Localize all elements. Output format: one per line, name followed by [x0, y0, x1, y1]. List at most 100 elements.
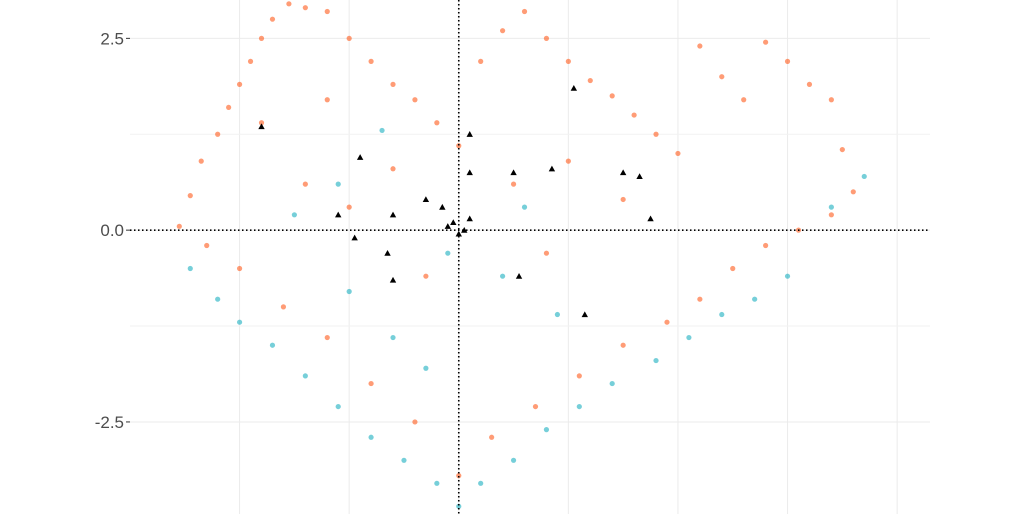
data-point-triangle — [570, 85, 578, 91]
data-point-teal — [719, 311, 725, 318]
data-point-triangle — [439, 203, 446, 210]
data-point-teal — [269, 342, 276, 348]
data-point-teal — [861, 173, 867, 180]
data-point-triangle — [444, 223, 452, 229]
data-point-orange — [741, 97, 747, 103]
data-point-triangle — [548, 165, 556, 172]
data-point-orange — [302, 5, 308, 11]
data-point-orange — [828, 212, 834, 218]
data-point-teal — [456, 503, 462, 509]
data-point-orange — [215, 131, 221, 137]
data-point-teal — [609, 380, 615, 387]
data-point-orange — [543, 250, 550, 256]
data-point-orange — [664, 319, 670, 325]
data-point-triangle — [466, 215, 473, 222]
data-point-orange — [423, 273, 429, 279]
data-point-orange — [806, 81, 813, 87]
data-point-triangle — [389, 211, 397, 218]
data-point-orange — [565, 158, 571, 164]
data-point-orange — [500, 28, 506, 34]
data-point-orange — [286, 1, 292, 7]
data-point-orange — [456, 473, 462, 479]
data-point-orange — [434, 120, 440, 126]
data-point-orange — [226, 104, 232, 111]
data-point-triangle — [466, 131, 473, 137]
data-point-teal — [510, 457, 517, 463]
data-point-orange — [576, 373, 582, 379]
reference-lines — [130, 0, 930, 514]
data-point-triangle — [389, 276, 397, 283]
data-point-teal — [576, 403, 582, 410]
data-point-triangle — [351, 234, 358, 241]
data-point-orange — [532, 403, 539, 410]
data-point-teal — [187, 265, 193, 272]
data-point-triangle — [647, 215, 654, 222]
data-point-orange — [368, 58, 374, 64]
data-point-teal — [543, 427, 550, 433]
data-point-orange — [204, 242, 210, 249]
y-tick-label: 2.5 — [100, 29, 124, 48]
data-point-orange — [631, 112, 637, 118]
data-point-orange — [828, 97, 834, 103]
point-layer — [176, 1, 867, 509]
data-point-orange — [324, 97, 330, 103]
data-point-orange — [390, 166, 396, 172]
data-point-orange — [346, 35, 352, 41]
data-point-orange — [456, 143, 462, 149]
data-point-orange — [653, 131, 659, 137]
data-point-orange — [236, 81, 243, 87]
data-point-orange — [346, 204, 352, 210]
data-point-triangle — [466, 169, 473, 176]
data-point-teal — [302, 373, 308, 379]
data-point-triangle — [335, 211, 342, 218]
data-point-triangle — [636, 173, 643, 180]
data-point-orange — [280, 304, 287, 310]
data-point-orange — [187, 193, 193, 199]
data-point-orange — [412, 97, 418, 103]
data-point-triangle — [510, 169, 517, 176]
data-point-orange — [198, 158, 204, 164]
data-point-teal — [752, 296, 758, 302]
y-tick-label: 0.0 — [100, 221, 124, 240]
data-point-orange — [510, 181, 517, 187]
data-point-orange — [258, 35, 265, 41]
grid-layer — [130, 0, 930, 514]
data-point-orange — [543, 35, 550, 41]
data-point-teal — [291, 212, 297, 218]
data-point-orange — [258, 120, 265, 126]
data-point-triangle — [515, 272, 523, 279]
data-point-triangle — [258, 123, 265, 130]
data-point-teal — [500, 273, 506, 279]
data-point-teal — [215, 296, 221, 302]
data-point-triangle — [450, 219, 457, 226]
y-tick-label: -2.5 — [95, 413, 124, 432]
data-point-orange — [368, 380, 374, 387]
data-point-orange — [620, 342, 626, 348]
data-point-teal — [686, 334, 692, 341]
data-point-teal — [401, 457, 407, 463]
data-point-triangle — [461, 226, 468, 233]
data-point-triangle — [581, 311, 588, 318]
data-point-teal — [445, 250, 451, 256]
data-point-teal — [335, 403, 341, 410]
data-point-orange — [412, 419, 418, 425]
data-point-orange — [850, 189, 856, 195]
data-point-triangle — [384, 249, 391, 256]
data-point-orange — [697, 296, 703, 302]
data-point-triangle — [356, 154, 364, 160]
data-point-orange — [697, 43, 703, 49]
data-point-orange — [587, 77, 593, 84]
data-point-teal — [828, 204, 834, 210]
data-point-teal — [390, 334, 396, 341]
data-point-triangle — [422, 196, 430, 203]
data-point-orange — [247, 58, 254, 64]
data-point-orange — [236, 265, 243, 272]
data-point-orange — [763, 242, 769, 249]
data-point-orange — [302, 181, 308, 187]
data-point-teal — [236, 319, 243, 325]
data-point-teal — [784, 273, 791, 279]
data-point-triangle — [619, 169, 627, 176]
data-point-teal — [653, 357, 659, 364]
data-point-teal — [478, 480, 484, 486]
